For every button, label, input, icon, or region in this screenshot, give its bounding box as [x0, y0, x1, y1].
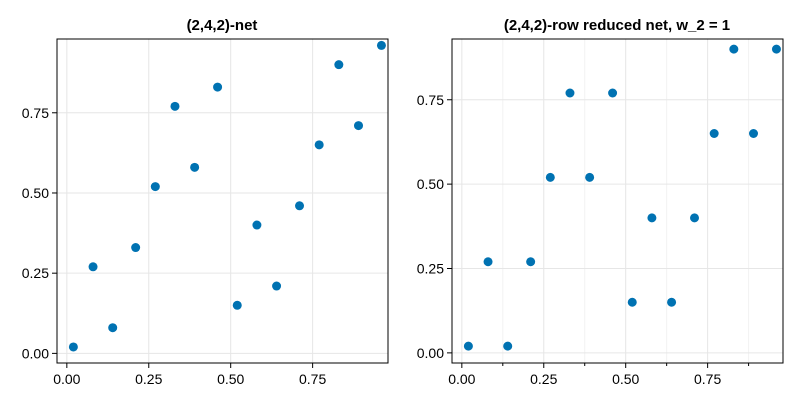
data-point	[108, 323, 118, 333]
data-point	[232, 300, 242, 310]
y-tick-label: 0.25	[22, 265, 49, 281]
data-point	[190, 162, 200, 172]
data-point	[667, 297, 677, 307]
data-point	[334, 60, 344, 70]
data-point	[483, 257, 493, 267]
data-point	[88, 262, 98, 272]
data-point	[272, 281, 282, 291]
x-tick-label: 0.75	[694, 371, 721, 387]
panel-net: (2,4,2)-net 0.00 0.25 0.50 0.75 0.00 0.25 0.50…	[22, 17, 389, 387]
data-point	[131, 243, 141, 253]
data-point	[463, 341, 473, 351]
x-tick-label: 0.50	[612, 371, 639, 387]
x-tick-label: 0.00	[448, 371, 475, 387]
data-point	[709, 129, 719, 138]
data-point	[150, 182, 160, 192]
y-tick-label: 0.75	[22, 105, 49, 121]
x-tick-label: 0.50	[217, 371, 244, 387]
data-point	[585, 172, 595, 182]
grid	[57, 39, 388, 363]
y-tick-label: 0.50	[22, 185, 49, 201]
chart-title: (2,4,2)-row reduced net, w_2 = 1	[504, 17, 730, 34]
y-tick-label: 0.00	[22, 345, 49, 361]
y-tick-label: 0.75	[417, 92, 444, 108]
data-point	[503, 341, 513, 351]
x-tick-label: 0.25	[530, 371, 557, 387]
data-point	[608, 88, 618, 98]
chart-title: (2,4,2)-net	[187, 17, 258, 34]
data-point	[729, 44, 739, 54]
data-point	[354, 121, 364, 131]
data-point	[690, 213, 700, 223]
data-point	[526, 257, 536, 267]
plot-frame	[56, 38, 389, 364]
data-point	[252, 220, 262, 230]
data-point	[749, 129, 759, 138]
data-point	[627, 297, 637, 307]
data-point	[376, 40, 386, 50]
x-tick-label: 0.25	[135, 371, 162, 387]
data-point	[314, 140, 324, 150]
data-point	[545, 172, 555, 182]
data-point	[565, 88, 575, 98]
data-point	[295, 201, 305, 211]
x-tick-label: 0.75	[299, 371, 326, 387]
y-tick-label: 0.00	[417, 345, 444, 361]
plot-frame	[451, 38, 784, 364]
data-point	[68, 342, 78, 352]
data-point	[647, 213, 657, 223]
y-tick-label: 0.25	[417, 261, 444, 277]
data-point	[170, 101, 180, 111]
x-tick-label: 0.00	[53, 371, 80, 387]
y-tick-label: 0.50	[417, 176, 444, 192]
data-point	[771, 44, 781, 54]
grid	[452, 39, 783, 363]
data-point	[213, 82, 223, 92]
panel-row-reduced-net: (2,4,2)-row reduced net, w_2 = 1 0.00 0.2…	[417, 17, 784, 387]
